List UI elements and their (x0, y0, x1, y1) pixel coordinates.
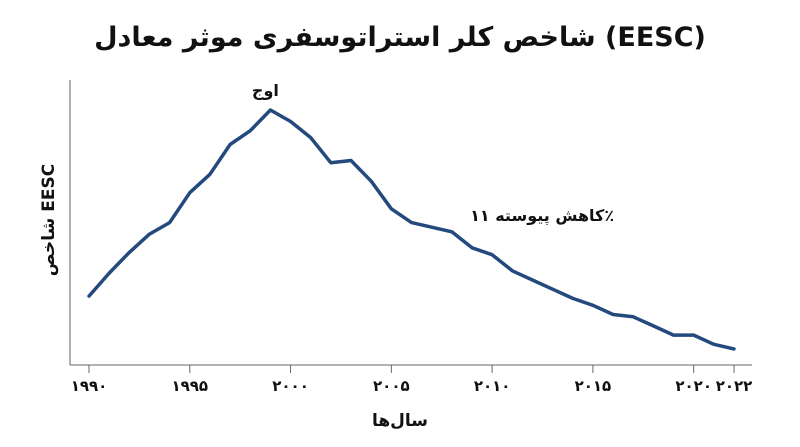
peak-annotation: اوج (252, 81, 279, 100)
x-tick-label: ۲۰۱۰ (474, 377, 511, 395)
x-axis-label: سال‌ها (372, 411, 428, 431)
x-tick-label: ۲۰۱۵ (575, 377, 612, 395)
x-tick-label: ۱۹۹۵ (171, 377, 208, 395)
x-tick-label: ۲۰۲۲ (716, 377, 753, 395)
chart-title: شاخص کلر استراتوسفری موثر معادل (EESC) (94, 22, 706, 53)
x-tick-label: ۲۰۲۰ (675, 377, 712, 395)
y-axis-label: شاخص EESC (39, 164, 59, 276)
x-tick-label: ۲۰۰۰ (272, 377, 309, 395)
eesc-series-line (87, 108, 736, 351)
x-axis-ticks: ۱۹۹۰ ۱۹۹۵ ۲۰۰۰ ۲۰۰۵ ۲۰۱۰ ۲۰۱۵ ۲۰۲۰ ۲۰۲۲ (71, 365, 753, 395)
x-tick-label: ۱۹۹۰ (71, 377, 108, 395)
decline-annotation: کاهش پیوسته ۱۱٪ (470, 206, 614, 226)
x-tick-label: ۲۰۰۵ (373, 377, 410, 395)
